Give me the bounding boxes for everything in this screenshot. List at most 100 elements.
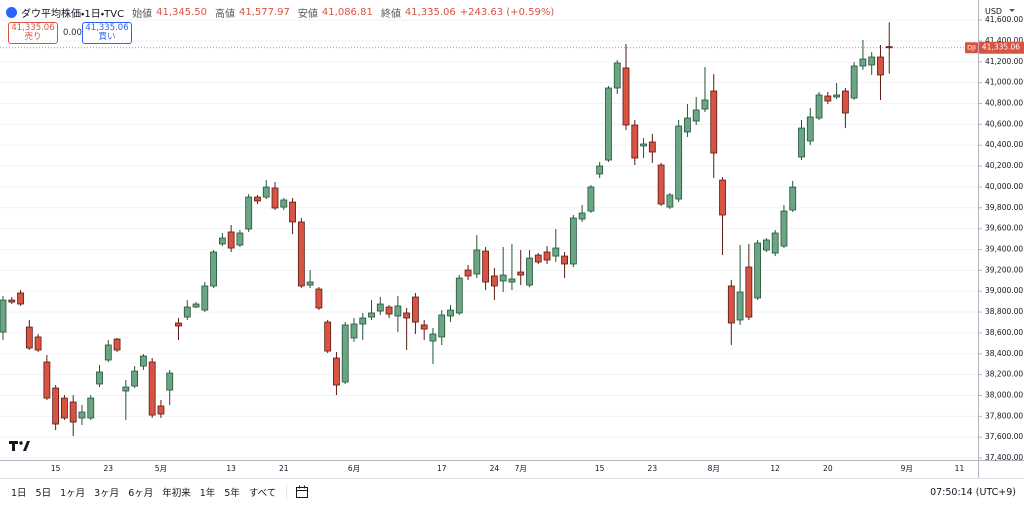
candle-body [569,217,577,265]
candle-body [701,99,709,110]
sell-button[interactable]: 41,335.06 売り [8,22,58,44]
range-button[interactable]: 6ヶ月 [128,488,154,499]
candle-body [850,65,858,99]
candle-body [885,46,893,49]
candle-body [657,164,665,205]
candle-body [201,285,209,311]
bottom-toolbar: 1日 5日 1ヶ月 3ヶ月 6ヶ月 年初来 1年 5年 すべて 07:50:14 (UTC+9) [0,478,1024,505]
candle-body [631,124,639,159]
candle-body [254,196,261,202]
price-symbol-box [965,42,978,54]
candle-body [262,186,270,198]
sell-label: 売り [24,32,42,42]
grid [0,19,978,459]
candle-body [227,231,235,249]
candle-body [368,312,375,318]
candle-body [297,221,305,287]
tradingview-logo [9,441,30,451]
candle-body [306,281,314,286]
y-tick-label: 41,600.00 [985,15,1023,24]
sell-price: 41,335.06 [11,23,55,33]
y-tick-label: 41,000.00 [985,78,1023,87]
range-button[interactable]: すべて [248,488,277,499]
candle-body [771,232,779,254]
x-tick-label: 15 [51,464,61,473]
candle-body [578,212,586,220]
candle-body [526,257,533,286]
candle-body [96,371,103,385]
y-tick-label: 41,400.00 [985,36,1023,45]
range-button[interactable]: 3ヶ月 [94,488,120,499]
range-button[interactable]: 5日 [35,488,52,499]
candle-body [122,386,130,392]
candle-body [675,125,683,200]
range-button[interactable]: 1日 [11,488,27,499]
candle-body [333,357,340,386]
range-button[interactable]: 1ヶ月 [60,488,86,499]
candle-body [183,306,191,318]
candle-body [455,277,463,314]
candle-body [841,90,849,114]
range-button[interactable]: 5年 [224,488,240,499]
candle-body [499,274,507,282]
candle-body [394,305,402,317]
candle-body [763,239,770,251]
candle-body [131,370,139,387]
y-tick-label: 40,600.00 [985,119,1023,128]
candle-body [350,323,358,339]
change: +243.63 (+0.59%) [459,7,555,18]
candle-body [34,336,42,351]
x-tick-label: 23 [104,464,114,473]
candle-body [61,397,68,419]
buy-price: 41,335.06 [85,23,129,33]
candle-body [403,312,411,319]
y-tick-label: 40,200.00 [985,161,1023,170]
candle-body [289,201,296,223]
candles [0,22,893,437]
candle-body [8,299,16,303]
candle-body [508,278,516,283]
candle-body [754,242,762,299]
x-tick-label: 21 [279,464,289,473]
y-tick-label: 39,600.00 [985,224,1023,233]
range-button[interactable]: 1年 [199,488,216,499]
candle-body [17,292,24,305]
candle-body [640,143,647,147]
candle-body [210,251,217,287]
x-tick-label: 23 [648,464,658,473]
candle-body [447,309,454,317]
candle-body [552,247,560,257]
x-tick-label: 5月 [155,464,167,473]
candle-body [684,117,691,133]
buy-label: 買い [98,32,116,42]
candle-body [87,397,95,419]
candle-body [420,324,428,330]
candle-body [78,411,86,419]
symbol-title[interactable]: ダウ平均株価・1日・TVC [21,9,125,20]
candle-body [543,251,551,261]
currency-selector[interactable]: USD [979,3,1021,19]
y-tick-label: 37,600.00 [985,432,1023,441]
y-tick-label: 40,000.00 [985,182,1023,191]
candle-body [0,299,7,333]
x-tick-label: 17 [437,464,447,473]
y-tick-label: 38,400.00 [985,349,1023,358]
trade-panel: 41,335.06 売り 0.00 41,335.06 買い [8,22,132,44]
candle-body [613,62,621,89]
open-value: 41,345.50 [156,7,208,18]
candle-body [710,90,718,154]
range-buttons: 1日 5日 1ヶ月 3ヶ月 6ヶ月 年初来 1年 5年 すべて [0,485,276,499]
high-label: 高値 [215,9,236,20]
candle-body [605,87,612,161]
buy-button[interactable]: 41,335.06 買い [82,22,132,44]
candle-body [385,306,393,315]
candle-body [236,232,244,246]
candle-body [482,250,490,283]
x-tick-label: 7月 [515,464,527,473]
y-tick-label: 38,800.00 [985,307,1023,316]
date-range-icon[interactable] [295,485,309,499]
candle-body [69,401,77,423]
candle-body [824,95,832,102]
range-button[interactable]: 年初来 [162,488,191,499]
candle-body [25,326,33,349]
